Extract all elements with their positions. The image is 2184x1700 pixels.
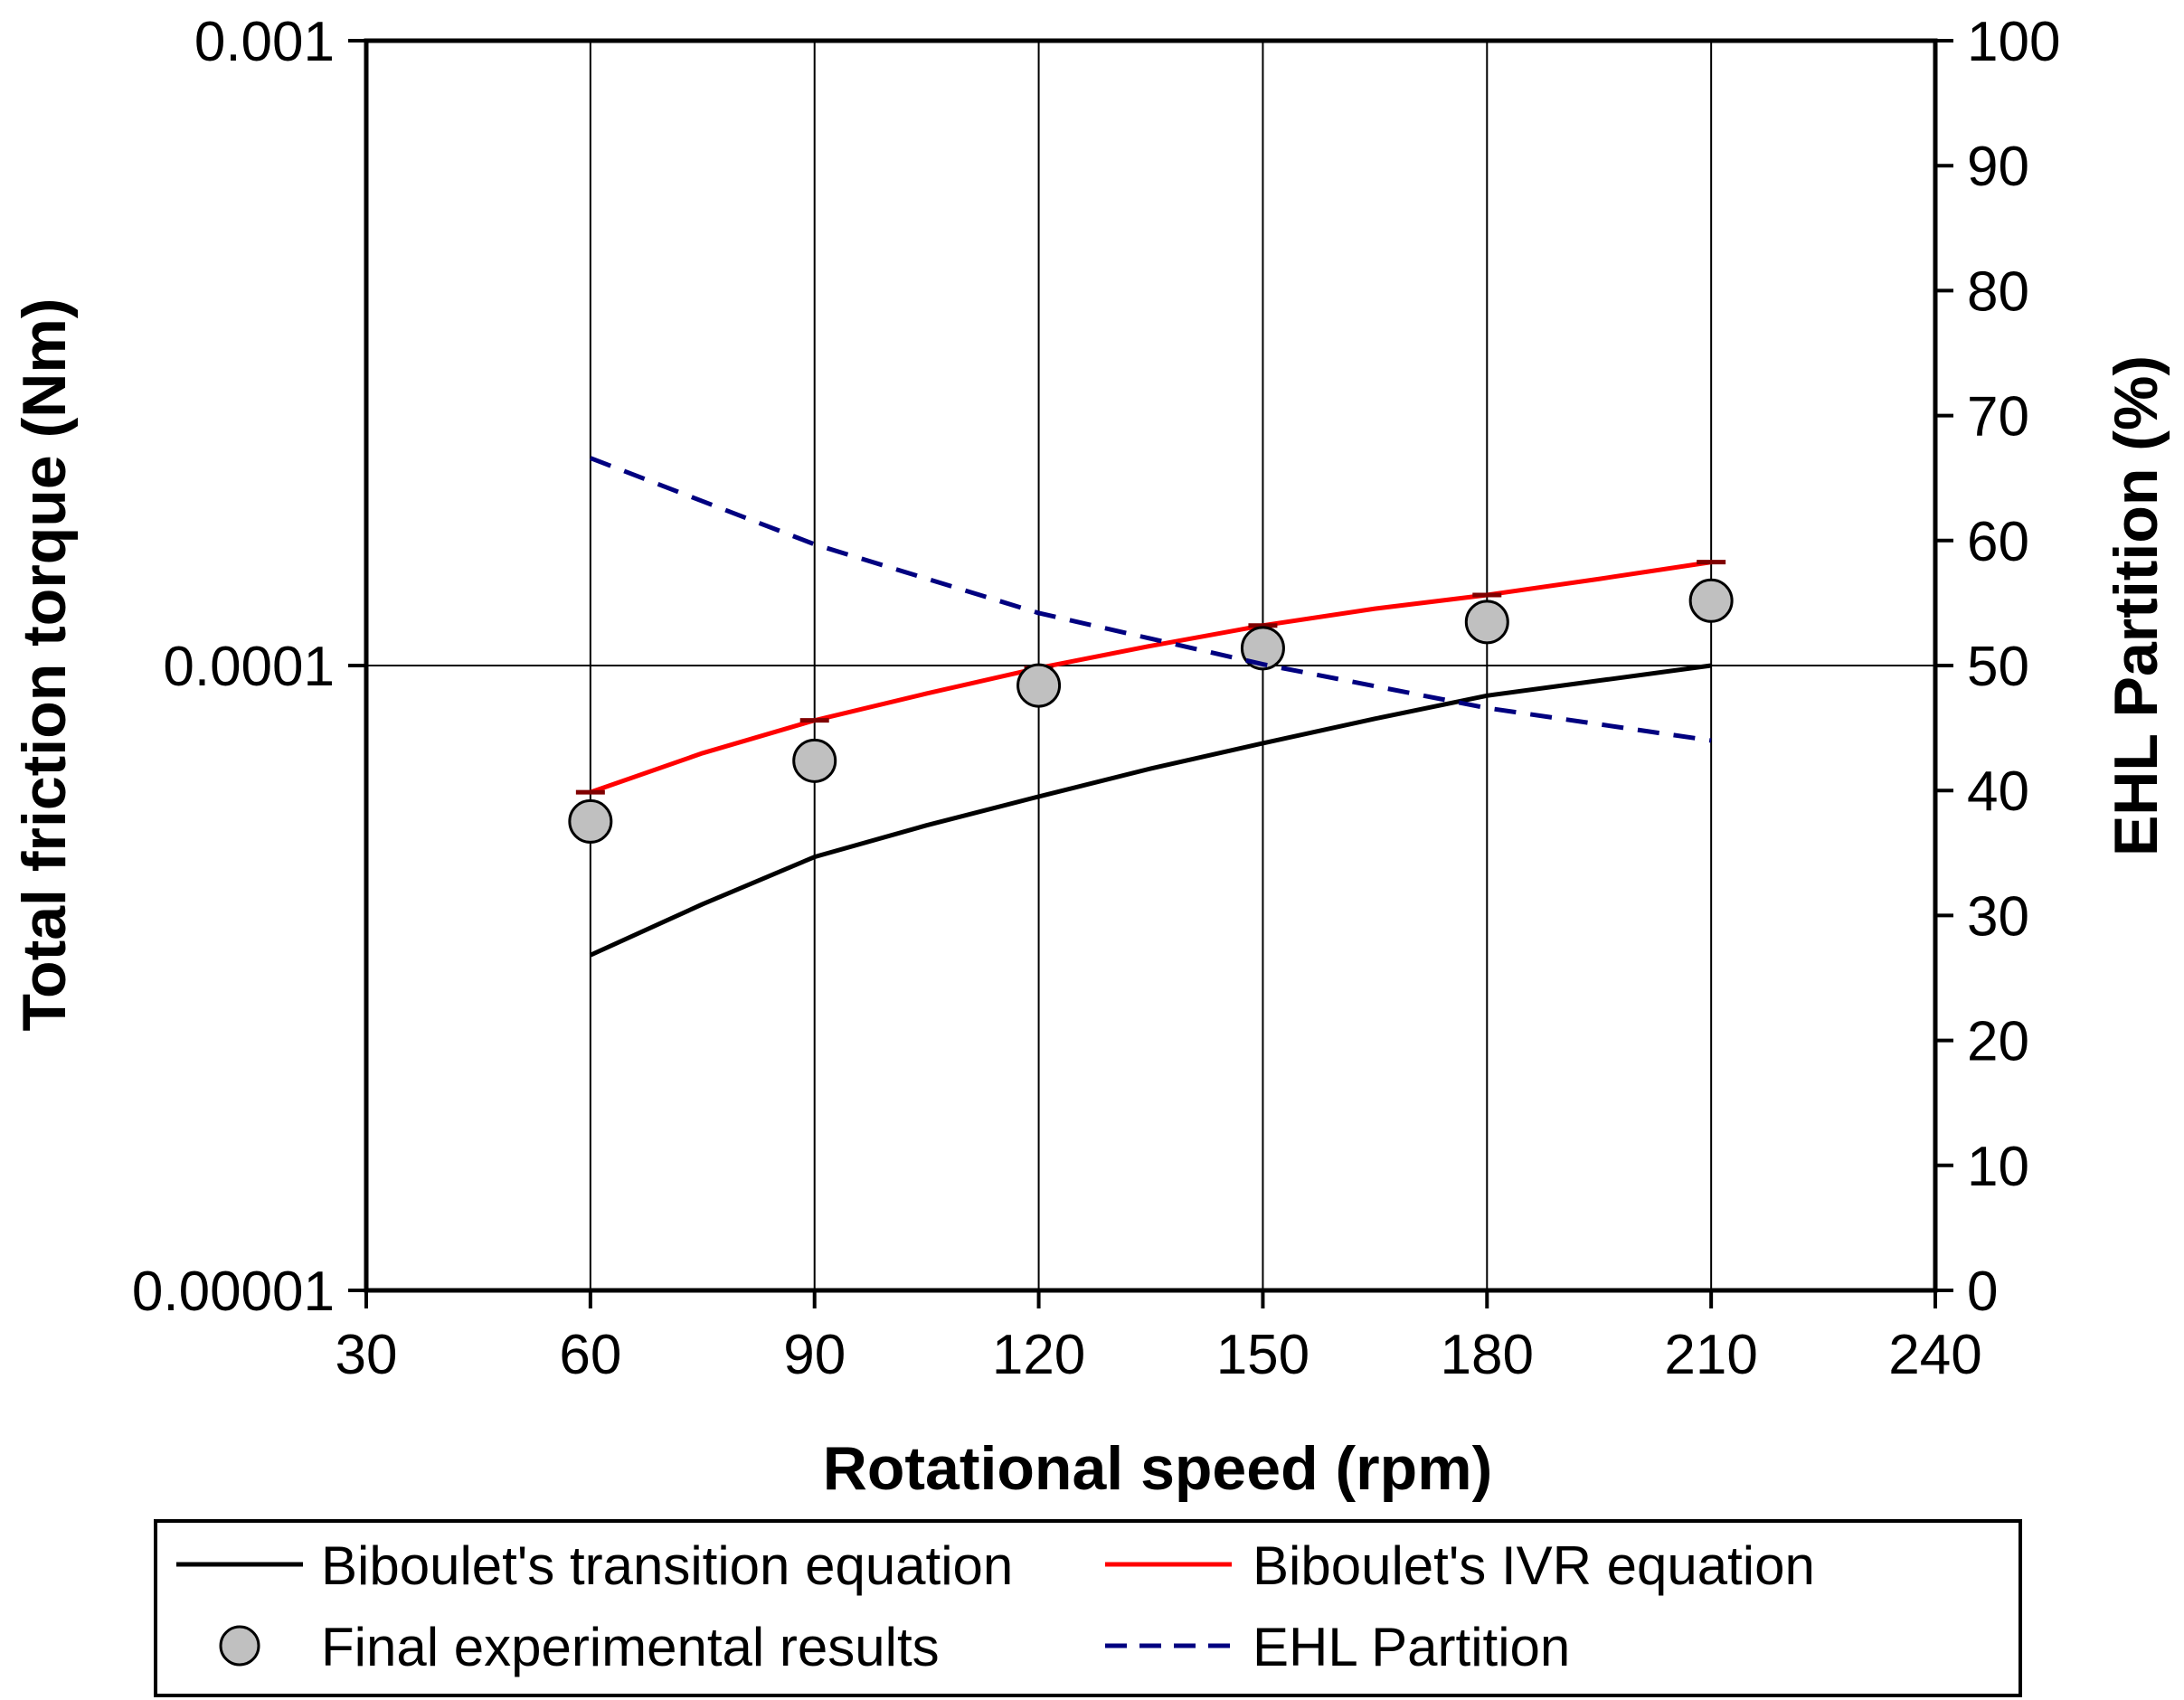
y2-tick-label-70: 70	[1967, 386, 2029, 449]
y2-tick-label-60: 60	[1967, 511, 2029, 573]
y2-tick-label-90: 90	[1967, 136, 2029, 198]
x-tick-label-120: 120	[992, 1324, 1085, 1386]
y2-tick-label-80: 80	[1967, 260, 2029, 323]
legend: Biboulet's transition equation Biboulet'…	[154, 1519, 2022, 1697]
y-tick-label-0.00001: 0.00001	[132, 1261, 335, 1323]
x-axis-title: Rotational speed (rpm)	[823, 1434, 1493, 1503]
line-ehl	[589, 456, 1712, 743]
legend-label-experimental: Final experimental results	[321, 1617, 940, 1677]
point-experimental-150	[1240, 626, 1285, 671]
x-tick-label-210: 210	[1664, 1324, 1757, 1386]
legend-label-transition: Biboulet's transition equation	[321, 1535, 1013, 1596]
y2-tick-label-100: 100	[1967, 11, 2060, 73]
legend-label-ehl: EHL Partition	[1253, 1617, 1570, 1677]
series-layer	[568, 456, 1734, 958]
y-tick-label-0.001: 0.001	[194, 11, 335, 73]
point-experimental-210	[1688, 578, 1734, 623]
y-tick-label-0.0001: 0.0001	[163, 636, 335, 698]
line-ivr	[590, 560, 1712, 795]
point-experimental-60	[568, 798, 613, 844]
point-experimental-120	[1016, 663, 1062, 708]
point-experimental-90	[792, 738, 837, 783]
y2-tick-label-50: 50	[1967, 636, 2029, 698]
x-tick-label-180: 180	[1441, 1324, 1534, 1386]
y2-tick-label-40: 40	[1967, 760, 2029, 823]
y2-tick-label-10: 10	[1967, 1136, 2029, 1198]
x-tick-label-90: 90	[783, 1324, 846, 1386]
y2-tick-label-30: 30	[1967, 885, 2029, 948]
y2-tick-label-20: 20	[1967, 1011, 2029, 1073]
point-experimental-180	[1464, 600, 1509, 645]
x-tick-label-60: 60	[559, 1324, 621, 1386]
x-tick-label-240: 240	[1888, 1324, 1981, 1386]
axes: 30 60 90 120 150 180 210 240 0.00001 0.0001 0.001 0…	[132, 11, 2061, 1386]
x-tick-label-30: 30	[336, 1324, 398, 1386]
legend-label-ivr: Biboulet's IVR equation	[1253, 1535, 1815, 1596]
y2-tick-label-0: 0	[1967, 1261, 1998, 1323]
legend-swatch-experimental	[219, 1625, 260, 1667]
line-transition	[589, 663, 1712, 958]
x-tick-label-150: 150	[1216, 1324, 1309, 1386]
y-axis-title: Total friction torque (Nm)	[10, 298, 79, 1032]
legend-box	[154, 1519, 2022, 1697]
y2-axis-title: EHL Partition (%)	[2102, 355, 2170, 856]
